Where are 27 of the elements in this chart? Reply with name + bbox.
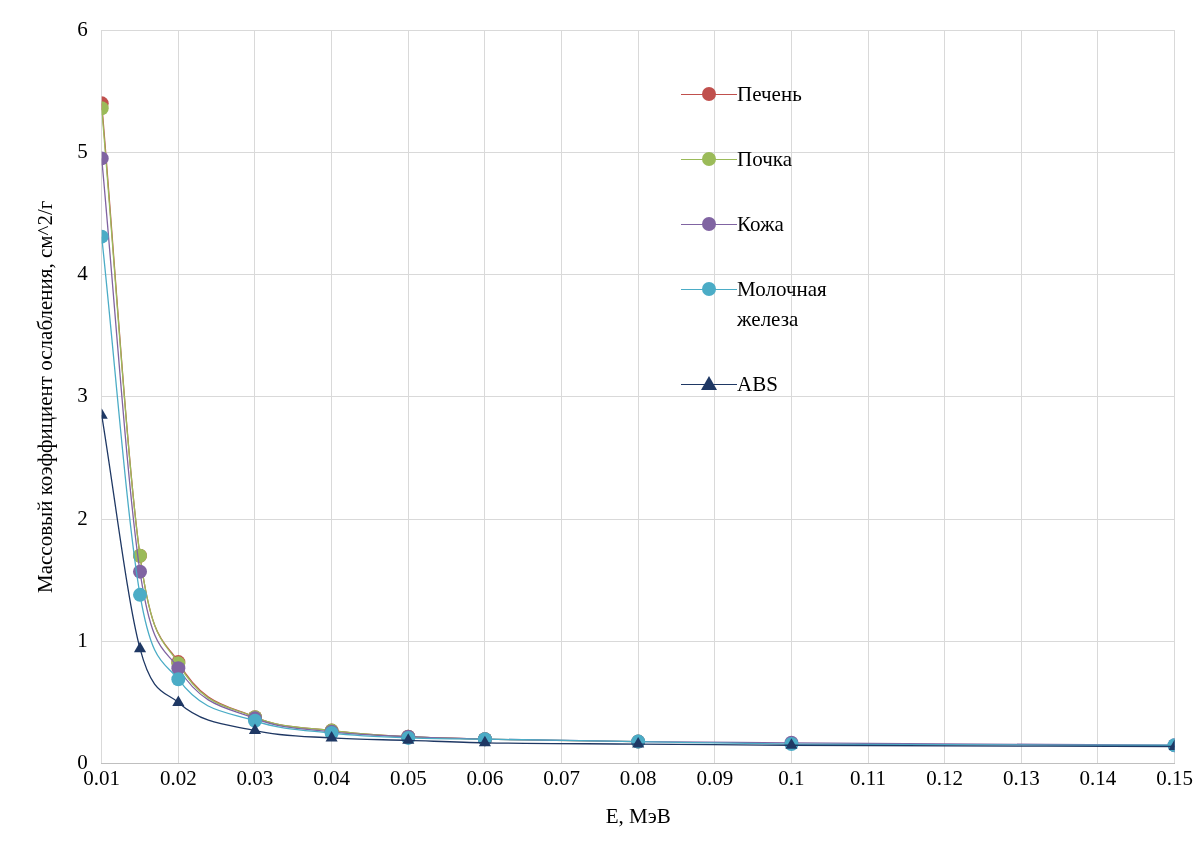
x-tick-label: 0.13	[1002, 765, 1040, 790]
x-tick-label: 0.11	[850, 765, 887, 790]
y-axis-title: Массовый коэффициент ослабления, см^2/г	[33, 200, 58, 593]
x-tick-label: 0.04	[313, 765, 351, 790]
x-tick-label: 0.12	[926, 765, 964, 790]
y-tick-label: 2	[77, 505, 88, 530]
legend-label: Почка	[737, 146, 793, 173]
y-tick-label: 5	[77, 138, 88, 163]
legend-label: Кожа	[737, 211, 785, 238]
x-tick-label: 0.09	[696, 765, 734, 790]
y-tick-label: 3	[77, 383, 88, 408]
x-tick-label: 0.15	[1156, 765, 1193, 790]
legend-label: ABS	[737, 371, 779, 398]
x-tick-label: 0.03	[236, 765, 274, 790]
y-tick-label: 6	[77, 16, 88, 41]
legend-label: Печень	[737, 81, 803, 108]
x-tick-label: 0.1	[778, 765, 805, 790]
x-tick-label: 0.08	[619, 765, 657, 790]
x-tick-label: 0.02	[159, 765, 197, 790]
y-tick-label: 1	[77, 627, 88, 652]
y-tick-label: 4	[77, 261, 89, 286]
x-tick-label: 0.07	[543, 765, 580, 790]
x-tick-label: 0.05	[389, 765, 427, 790]
legend-label: Молочная железа	[737, 276, 828, 333]
x-tick-label: 0.14	[1079, 765, 1117, 790]
x-axis-title: E, МэВ	[605, 803, 671, 828]
x-tick-label: 0.06	[466, 765, 504, 790]
